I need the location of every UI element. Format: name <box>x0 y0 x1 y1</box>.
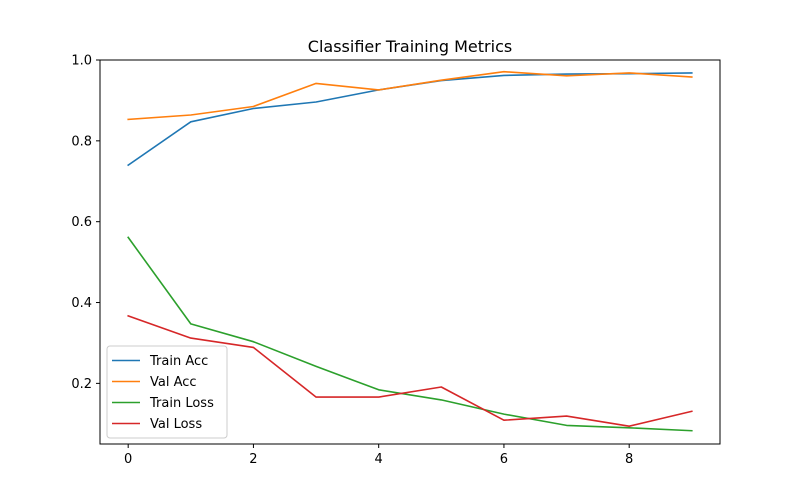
chart-title: Classifier Training Metrics <box>308 37 512 56</box>
legend-label: Train Loss <box>149 396 214 411</box>
legend-label: Val Loss <box>150 417 202 432</box>
legend: Train Acc Val Acc Train Loss Val Loss <box>106 345 228 439</box>
series-layer <box>127 70 693 432</box>
y-tick-label: 1.0 <box>71 54 92 69</box>
x-axis: 0 2 4 6 8 <box>124 444 633 467</box>
series-line-train-loss <box>127 236 693 432</box>
plot-frame <box>99 59 721 445</box>
x-tick-label: 8 <box>625 452 633 467</box>
y-tick-label: 0.2 <box>71 377 92 392</box>
legend-label: Train Acc <box>149 354 208 369</box>
x-tick-label: 2 <box>249 452 257 467</box>
y-tick-label: 0.4 <box>71 296 92 311</box>
series-line-val-acc <box>127 70 693 121</box>
legend-label: Val Acc <box>150 375 197 390</box>
x-tick-label: 0 <box>124 452 132 467</box>
series-line-train-acc <box>127 72 693 167</box>
legend-box <box>106 345 228 439</box>
y-tick-label: 0.8 <box>71 134 92 149</box>
x-tick-label: 6 <box>500 452 508 467</box>
x-tick-label: 4 <box>375 452 383 467</box>
series-line-val-loss <box>127 314 693 428</box>
y-tick-label: 0.6 <box>71 215 92 230</box>
y-axis: 0.2 0.4 0.6 0.8 1.0 <box>71 54 100 392</box>
